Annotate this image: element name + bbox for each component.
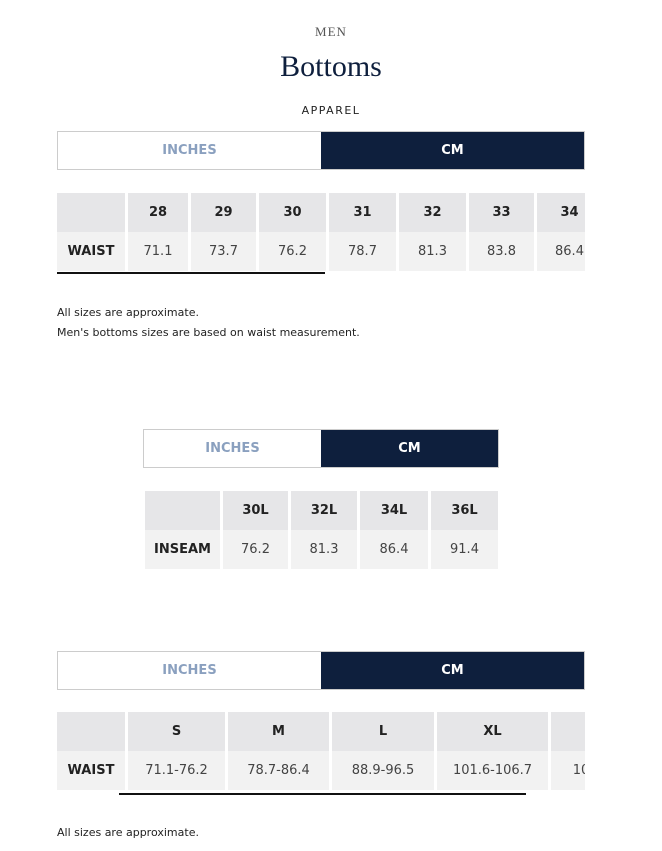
toggle-button[interactable]: INCHES [58, 132, 321, 169]
unit-toggle: INCHES CM [57, 651, 585, 690]
size-table: 30L 32L 34L 36L INSEAM 76.2 81.3 86.4 91.4 [145, 491, 498, 569]
toggle-button[interactable]: INCHES [144, 430, 321, 467]
data-cell: 73.7 [191, 232, 256, 271]
data-cell: 83.8 [469, 232, 534, 271]
data-cell: 91.4 [431, 530, 498, 569]
data-cell: 71.1-76.2 [128, 751, 225, 790]
header-row: 28 29 30 31 32 33 34 [57, 193, 585, 232]
column-header: 30 [259, 193, 326, 232]
data-cell: 71.1 [128, 232, 188, 271]
toggle-button[interactable]: CM [321, 430, 498, 467]
scroll-indicator [119, 793, 526, 795]
unit-toggle: INCHES CM [57, 131, 585, 170]
column-header: 31 [329, 193, 396, 232]
column-header: 36L [431, 491, 498, 530]
data-cell: 101.6-106.7 [437, 751, 548, 790]
data-cell: 78.7-86.4 [228, 751, 329, 790]
note: Men's bottoms sizes are based on waist m… [57, 326, 360, 339]
note: All sizes are approximate. [57, 306, 199, 319]
column-header: XL [437, 712, 548, 751]
data-cell: 76.2 [223, 530, 288, 569]
data-row: WAIST 71.1-76.2 78.7-86.4 88.9-96.5 101.6-10… [57, 751, 585, 790]
data-cell: 76.2 [259, 232, 326, 271]
corner-cell [145, 491, 220, 530]
corner-cell [57, 193, 125, 232]
toggle-button[interactable]: CM [321, 652, 584, 689]
data-row: INSEAM 76.2 81.3 86.4 91.4 [145, 530, 498, 569]
column-header [551, 712, 585, 751]
column-header: 34L [360, 491, 428, 530]
column-header: 29 [191, 193, 256, 232]
corner-cell [57, 712, 125, 751]
data-cell: 86.4 [537, 232, 585, 271]
data-cell: 86.4 [360, 530, 428, 569]
toggle-button[interactable]: INCHES [58, 652, 321, 689]
data-cell: 88.9-96.5 [332, 751, 434, 790]
row-label: WAIST [57, 751, 125, 790]
column-header: 34 [537, 193, 585, 232]
data-cell: 81.3 [291, 530, 357, 569]
column-header: 28 [128, 193, 188, 232]
page-title: Bottoms [280, 50, 382, 83]
header-row: S M L XL [57, 712, 585, 751]
size-table: 28 29 30 31 32 33 34 WAIST 71.1 73.7 76.2 78.7 81.3 8… [57, 193, 585, 271]
data-cell: 78.7 [329, 232, 396, 271]
header-row: 30L 32L 34L 36L [145, 491, 498, 530]
column-header: S [128, 712, 225, 751]
scroll-indicator [57, 272, 325, 274]
column-header: M [228, 712, 329, 751]
row-label: INSEAM [145, 530, 220, 569]
data-cell: 81.3 [399, 232, 466, 271]
unit-toggle: INCHES CM [143, 429, 499, 468]
data-row: WAIST 71.1 73.7 76.2 78.7 81.3 83.8 86.4 [57, 232, 585, 271]
subtitle: APPAREL [301, 104, 361, 117]
data-cell: 10 [551, 751, 585, 790]
note: All sizes are approximate. [57, 826, 199, 839]
size-table: S M L XL WAIST 71.1-76.2 78.7-86.4 88.9-96.5 101… [57, 712, 585, 790]
column-header: 33 [469, 193, 534, 232]
row-label: WAIST [57, 232, 125, 271]
toggle-button[interactable]: CM [321, 132, 584, 169]
column-header: 30L [223, 491, 288, 530]
column-header: 32L [291, 491, 357, 530]
eyebrow: MEN [315, 24, 347, 39]
column-header: L [332, 712, 434, 751]
column-header: 32 [399, 193, 466, 232]
